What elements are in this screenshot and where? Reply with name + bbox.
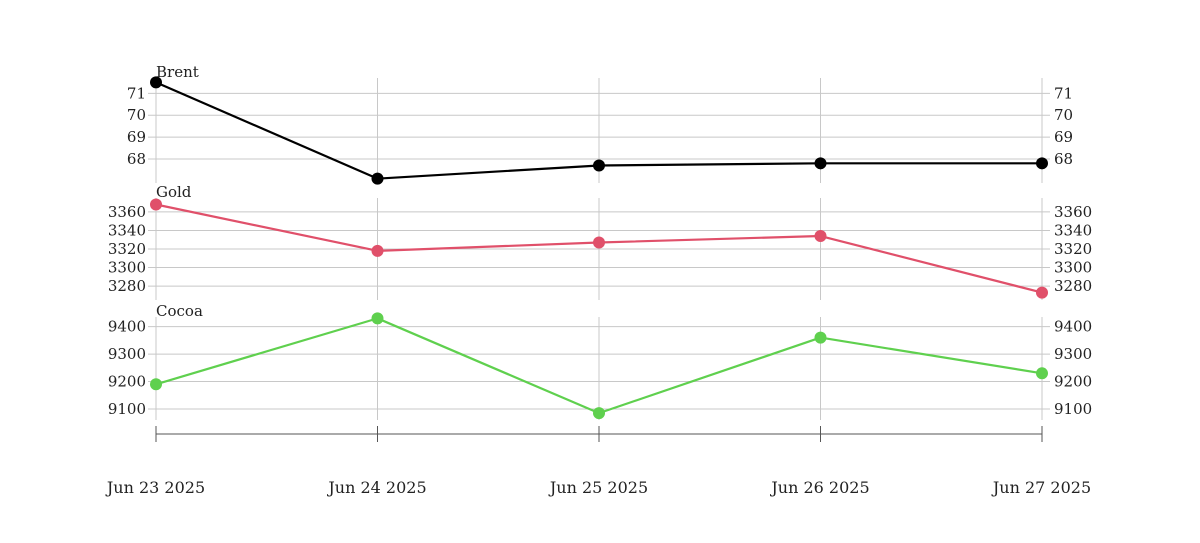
data-point xyxy=(371,244,384,257)
y-tick-label-right: 3280 xyxy=(1054,277,1092,295)
y-tick-label-right: 3300 xyxy=(1054,259,1092,277)
data-point xyxy=(150,198,162,211)
data-point xyxy=(593,407,605,420)
x-tick-label: Jun 25 2025 xyxy=(548,478,648,497)
y-tick-label-left: 9100 xyxy=(108,400,146,418)
y-tick-label-left: 9400 xyxy=(108,318,146,336)
data-point xyxy=(593,159,605,172)
data-point xyxy=(1036,157,1048,170)
panel-cocoa: 9100 9100 9200 9200 9300 9300 9400 9400 Cocoa xyxy=(108,302,1092,420)
data-point xyxy=(150,378,162,391)
x-tick-label: Jun 24 2025 xyxy=(326,478,426,497)
panel-brent: 68 68 69 69 70 70 71 71 Brent xyxy=(127,63,1073,185)
panel-title: Gold xyxy=(156,183,192,201)
x-tick-label: Jun 26 2025 xyxy=(769,478,869,497)
y-tick-label-left: 70 xyxy=(127,106,146,124)
y-tick-label-left: 3320 xyxy=(108,240,146,258)
y-tick-label-right: 9100 xyxy=(1054,400,1092,418)
data-point xyxy=(814,230,827,243)
x-tick-label: Jun 23 2025 xyxy=(105,478,205,497)
y-tick-label-left: 71 xyxy=(127,84,146,102)
data-point xyxy=(1036,367,1048,380)
y-tick-label-right: 70 xyxy=(1054,106,1073,124)
y-tick-label-right: 3340 xyxy=(1054,221,1092,239)
panel-title: Cocoa xyxy=(156,302,203,320)
y-tick-label-left: 9300 xyxy=(108,345,146,363)
y-tick-label-right: 9300 xyxy=(1054,345,1092,363)
y-tick-label-right: 71 xyxy=(1054,84,1073,102)
data-point xyxy=(371,312,384,325)
data-point xyxy=(593,236,605,249)
data-point xyxy=(1036,286,1048,299)
y-tick-label-right: 3360 xyxy=(1054,203,1092,221)
y-tick-label-right: 9400 xyxy=(1054,318,1092,336)
data-point xyxy=(150,76,162,89)
data-point xyxy=(814,157,827,170)
x-tick-label: Jun 27 2025 xyxy=(991,478,1091,497)
y-tick-label-left: 3360 xyxy=(108,203,146,221)
y-tick-label-right: 69 xyxy=(1054,128,1073,146)
data-point xyxy=(814,331,827,344)
y-tick-label-left: 3300 xyxy=(108,259,146,277)
y-tick-label-left: 9200 xyxy=(108,373,146,391)
y-tick-label-right: 68 xyxy=(1054,150,1073,168)
y-tick-label-right: 3320 xyxy=(1054,240,1092,258)
y-tick-label-left: 68 xyxy=(127,150,146,168)
data-point xyxy=(371,172,384,185)
y-tick-label-right: 9200 xyxy=(1054,373,1092,391)
y-tick-label-left: 3340 xyxy=(108,221,146,239)
y-tick-label-left: 69 xyxy=(127,128,146,146)
y-tick-label-left: 3280 xyxy=(108,277,146,295)
panel-title: Brent xyxy=(156,63,199,81)
